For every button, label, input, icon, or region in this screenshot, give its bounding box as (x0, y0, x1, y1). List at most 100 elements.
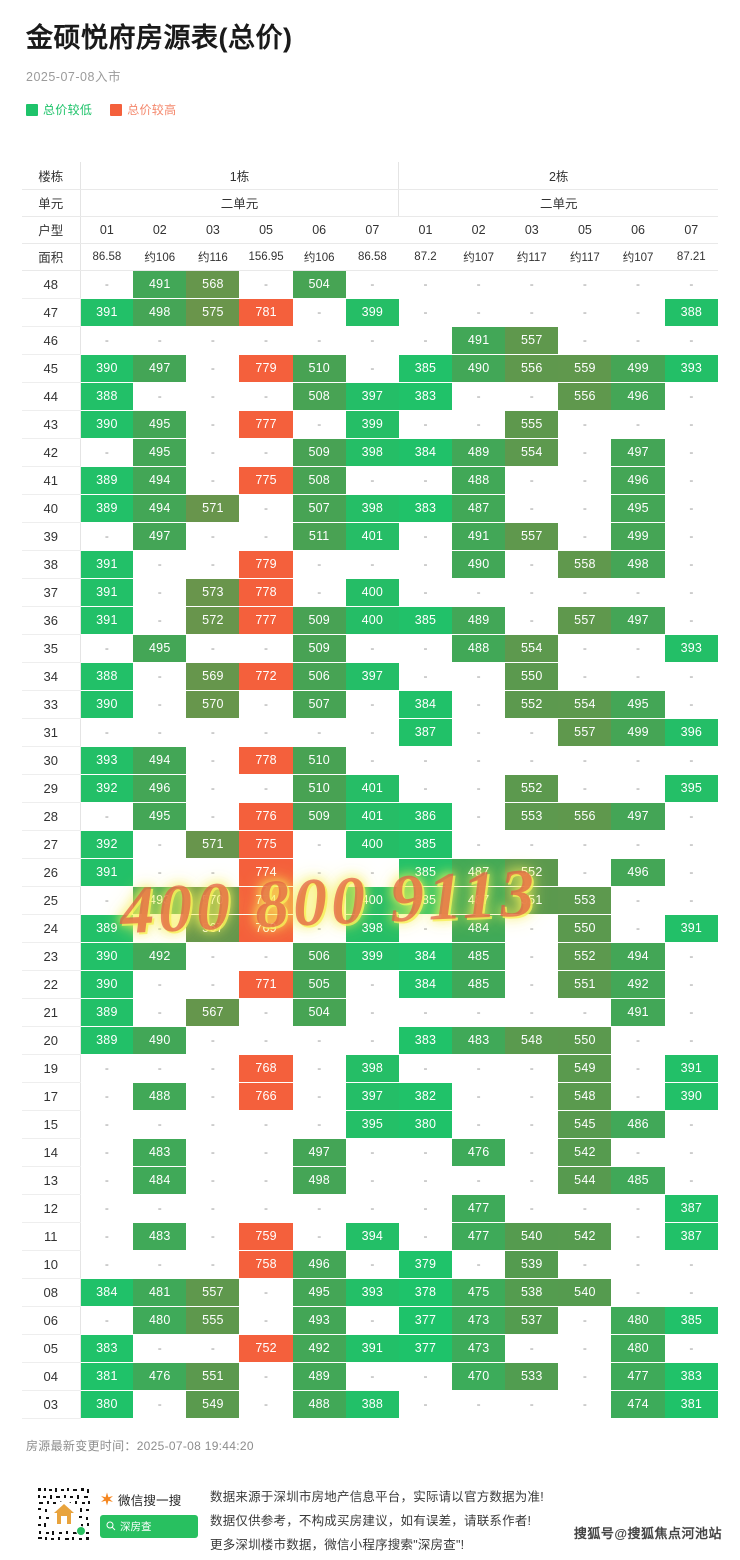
price-cell[interactable]: - (239, 1138, 292, 1166)
price-cell[interactable]: 540 (505, 1222, 559, 1250)
price-cell[interactable]: 779 (239, 550, 293, 578)
price-cell[interactable]: - (293, 1054, 346, 1082)
price-cell[interactable]: - (186, 718, 239, 746)
price-cell[interactable]: - (558, 522, 611, 550)
price-cell[interactable]: 552 (505, 690, 559, 718)
price-cell[interactable]: 495 (133, 802, 187, 830)
price-cell[interactable]: - (80, 718, 133, 746)
price-cell[interactable]: 492 (133, 942, 187, 970)
price-cell[interactable]: 392 (80, 774, 134, 802)
price-cell[interactable]: 556 (558, 802, 612, 830)
price-cell[interactable]: - (399, 662, 452, 690)
price-cell[interactable]: - (239, 382, 292, 410)
price-cell[interactable]: 497 (611, 802, 665, 830)
price-cell[interactable]: - (346, 858, 399, 886)
price-cell[interactable]: 554 (505, 438, 559, 466)
price-cell[interactable]: - (399, 550, 452, 578)
price-cell[interactable]: 507 (292, 494, 346, 522)
price-cell[interactable]: 556 (505, 354, 559, 382)
price-cell[interactable]: - (293, 550, 346, 578)
price-cell[interactable]: - (186, 1194, 239, 1222)
price-cell[interactable]: - (293, 1194, 346, 1222)
price-cell[interactable]: - (80, 326, 133, 354)
price-cell[interactable]: - (346, 1026, 399, 1054)
price-cell[interactable]: 385 (398, 886, 453, 914)
price-cell[interactable]: 491 (452, 522, 506, 550)
price-cell[interactable]: - (505, 1194, 558, 1222)
price-cell[interactable]: - (505, 1166, 558, 1194)
price-cell[interactable]: - (665, 578, 718, 606)
price-cell[interactable]: 557 (558, 718, 612, 746)
price-cell[interactable]: 776 (239, 802, 293, 830)
price-cell[interactable]: - (293, 886, 346, 914)
price-cell[interactable]: - (558, 830, 611, 858)
price-cell[interactable]: - (558, 998, 611, 1026)
price-cell[interactable]: - (611, 578, 664, 606)
price-cell[interactable]: - (186, 802, 239, 830)
price-cell[interactable]: 385 (664, 1306, 718, 1334)
price-cell[interactable]: - (505, 1334, 558, 1362)
price-cell[interactable]: 486 (611, 1110, 665, 1138)
price-cell[interactable]: 378 (398, 1278, 453, 1306)
price-cell[interactable]: 510 (292, 746, 346, 774)
price-cell[interactable]: 470 (452, 1362, 506, 1390)
search-button[interactable]: 深房查 (100, 1514, 198, 1538)
price-cell[interactable]: 387 (664, 1194, 718, 1222)
price-cell[interactable]: - (665, 1278, 718, 1306)
price-cell[interactable]: - (133, 914, 186, 942)
price-cell[interactable]: - (505, 1082, 558, 1110)
price-cell[interactable]: 389 (80, 998, 134, 1026)
price-cell[interactable]: 540 (558, 1278, 612, 1306)
price-cell[interactable]: 495 (611, 690, 665, 718)
price-cell[interactable]: - (399, 1194, 452, 1222)
price-cell[interactable]: - (611, 270, 664, 298)
price-cell[interactable]: 494 (133, 746, 187, 774)
price-cell[interactable]: 556 (558, 382, 612, 410)
price-cell[interactable]: - (452, 1390, 505, 1418)
price-cell[interactable]: 494 (133, 466, 187, 494)
price-cell[interactable]: - (665, 858, 718, 886)
price-cell[interactable]: 475 (452, 1278, 506, 1306)
price-cell[interactable]: 550 (505, 662, 559, 690)
price-cell[interactable]: - (80, 1194, 133, 1222)
price-cell[interactable]: - (186, 1054, 239, 1082)
price-cell[interactable]: - (293, 298, 346, 326)
price-cell[interactable]: - (505, 1138, 558, 1166)
price-cell[interactable]: 497 (133, 522, 187, 550)
price-cell[interactable]: - (452, 1082, 505, 1110)
price-cell[interactable]: - (133, 1334, 186, 1362)
price-cell[interactable]: - (558, 494, 611, 522)
price-cell[interactable]: 388 (345, 1390, 399, 1418)
price-cell[interactable]: 553 (505, 802, 559, 830)
price-cell[interactable]: - (611, 774, 664, 802)
price-cell[interactable]: - (346, 1250, 399, 1278)
price-cell[interactable]: 571 (186, 494, 240, 522)
price-cell[interactable]: - (346, 634, 399, 662)
price-cell[interactable]: 769 (239, 914, 293, 942)
price-cell[interactable]: - (186, 1110, 239, 1138)
price-cell[interactable]: 391 (345, 1334, 399, 1362)
price-cell[interactable]: 558 (558, 550, 612, 578)
price-cell[interactable]: 510 (292, 774, 346, 802)
price-cell[interactable]: 483 (133, 1138, 187, 1166)
price-cell[interactable]: - (611, 1194, 664, 1222)
price-cell[interactable]: - (505, 1054, 558, 1082)
price-cell[interactable]: - (505, 1110, 558, 1138)
price-cell[interactable]: 385 (398, 858, 453, 886)
price-cell[interactable]: 392 (80, 830, 134, 858)
price-cell[interactable]: - (239, 1278, 292, 1306)
price-cell[interactable]: 390 (664, 1082, 718, 1110)
price-cell[interactable]: 575 (186, 298, 240, 326)
price-cell[interactable]: - (293, 858, 346, 886)
price-cell[interactable]: 385 (398, 354, 453, 382)
price-cell[interactable]: 484 (133, 1166, 187, 1194)
price-cell[interactable]: - (611, 914, 664, 942)
price-cell[interactable]: 497 (611, 606, 665, 634)
price-cell[interactable]: - (611, 1138, 664, 1166)
price-cell[interactable]: - (186, 1250, 239, 1278)
price-cell[interactable]: - (293, 1222, 346, 1250)
price-cell[interactable]: - (346, 690, 399, 718)
price-cell[interactable]: - (558, 774, 611, 802)
price-cell[interactable]: 552 (505, 774, 559, 802)
price-cell[interactable]: - (346, 326, 399, 354)
